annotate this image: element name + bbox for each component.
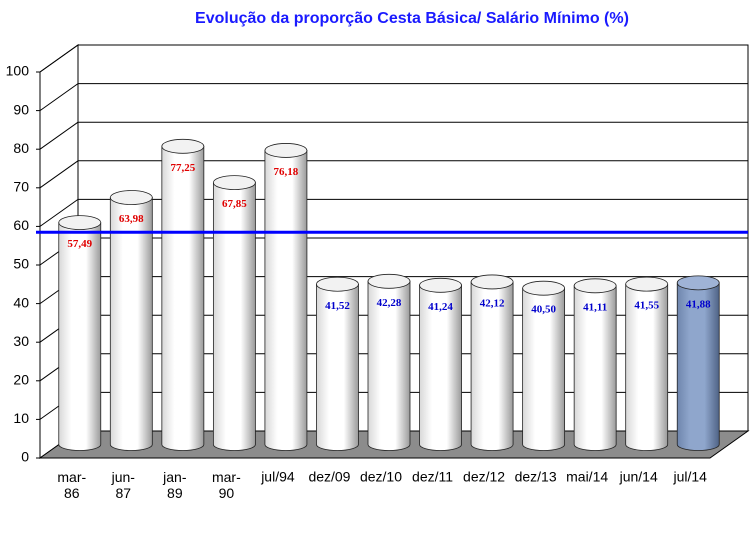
y-tick-label: 0 [21, 449, 29, 465]
x-tick-label: dez/10 [360, 469, 402, 485]
value-label: 67,85 [222, 198, 247, 210]
bar-top [470, 274, 514, 290]
x-tick-label: jun-87 [111, 469, 136, 501]
bar-body [573, 285, 617, 451]
value-label: 57,49 [67, 238, 92, 250]
y-tick-label: 20 [13, 372, 29, 388]
bar [419, 277, 462, 451]
bar-top [109, 190, 153, 205]
value-label: 42,12 [480, 297, 505, 309]
bar-body [316, 283, 359, 451]
bar [522, 280, 566, 451]
bar-body [212, 182, 256, 451]
value-label: 41,55 [634, 300, 659, 312]
bar [625, 276, 669, 451]
bar-top [212, 175, 256, 190]
bar-body [58, 222, 102, 451]
bar-top [316, 276, 359, 292]
bar-top [161, 138, 205, 154]
value-label: 76,18 [274, 166, 299, 178]
bar [212, 175, 256, 451]
x-tick-label: mar-86 [57, 469, 86, 501]
bar-top [419, 277, 462, 293]
bar-top [573, 278, 617, 294]
bar-top [264, 143, 308, 158]
bar-top [625, 276, 669, 292]
grid-line [39, 160, 79, 189]
x-tick-label: jul/14 [672, 469, 707, 485]
grid-line [39, 121, 79, 150]
value-label: 41,52 [325, 300, 350, 312]
value-label: 40,50 [531, 304, 556, 316]
x-tick-label: dez/13 [515, 469, 557, 485]
y-tick-label: 50 [13, 256, 29, 272]
y-tick-label: 70 [13, 179, 29, 195]
x-tick-label: dez/09 [308, 469, 350, 485]
x-tick-label: mai/14 [566, 469, 608, 485]
bar-body [470, 281, 514, 451]
value-label: 41,24 [428, 301, 453, 313]
x-tick-label: mar-90 [212, 469, 241, 501]
bar [58, 215, 102, 451]
value-label: 63,98 [119, 213, 144, 225]
grid-line [39, 83, 79, 112]
bar-body [625, 283, 669, 451]
bar-top [367, 273, 411, 289]
bar-body [109, 197, 153, 451]
bar [676, 275, 720, 451]
x-tick-label: dez/12 [463, 469, 505, 485]
bar-body [367, 280, 411, 451]
bar-body [264, 150, 308, 451]
y-tick-label: 30 [13, 333, 29, 349]
x-tick-label: jan-89 [162, 469, 187, 501]
y-tick-label: 10 [13, 410, 29, 426]
grid-line [39, 198, 79, 227]
grid-line [39, 44, 79, 73]
bar-body [419, 284, 462, 451]
bar-top [522, 280, 566, 296]
x-tick-label: dez/11 [412, 469, 453, 485]
y-tick-label: 60 [13, 217, 29, 233]
chart-title: Evolução da proporção Cesta Básica/ Salá… [195, 10, 629, 27]
bar-top [58, 215, 102, 230]
value-label: 77,25 [170, 162, 195, 174]
x-tick-label: jul/94 [260, 469, 295, 485]
bar-body [676, 282, 720, 451]
y-tick-label: 90 [13, 101, 29, 117]
bar [573, 278, 617, 451]
bar [264, 143, 308, 451]
bar [161, 138, 205, 451]
bar [367, 273, 411, 451]
bar [470, 274, 514, 451]
y-tick-label: 40 [13, 294, 29, 310]
value-label: 42,28 [377, 297, 402, 309]
bar-body [161, 145, 205, 451]
bar-top [676, 275, 720, 291]
x-tick-label: jun/14 [619, 469, 658, 485]
y-tick-label: 100 [6, 63, 30, 79]
bar [316, 276, 359, 451]
value-label: 41,11 [583, 301, 607, 313]
value-label: 41,88 [686, 298, 711, 310]
bar-body [522, 287, 566, 451]
y-tick-label: 80 [13, 140, 29, 156]
bar [109, 190, 153, 451]
